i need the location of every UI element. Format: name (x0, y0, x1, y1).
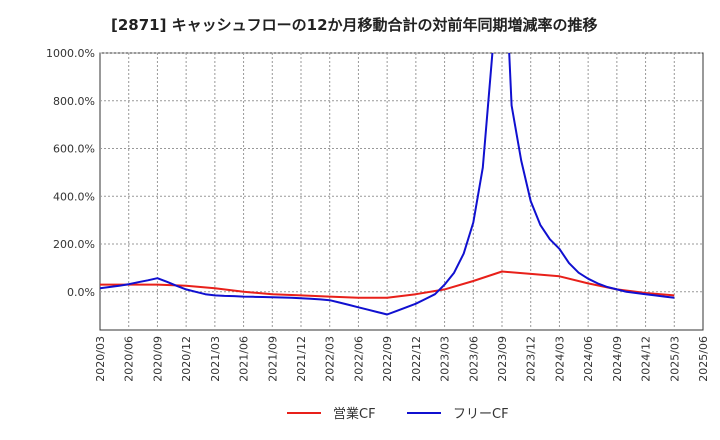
series-line-operating-cf (100, 270, 675, 299)
legend-label-free-cf: フリーCF (453, 407, 509, 422)
x-tick-label: 2021/06 (238, 336, 251, 382)
x-tick-label: 2024/12 (640, 336, 653, 382)
y-axis-tick-labels: 0.0% 200.0% 400.0% 600.0% 800.0% 1000.0% (46, 47, 95, 299)
series-layer (100, 53, 675, 316)
legend-label-operating-cf: 営業CF (333, 406, 376, 422)
x-tick-label: 2021/03 (209, 336, 222, 382)
series-line-free-cf (100, 53, 675, 316)
x-tick-label: 2021/12 (295, 336, 308, 382)
x-tick-label: 2023/06 (467, 336, 480, 382)
y-tick-label: 0.0% (67, 286, 95, 299)
x-tick-label: 2022/09 (381, 336, 394, 382)
legend: 営業CF フリーCF (287, 406, 509, 422)
x-tick-label: 2021/09 (266, 336, 279, 382)
y-gridlines (100, 52, 703, 293)
x-tick-label: 2025/03 (668, 336, 681, 382)
x-axis-tick-labels: 2020/03 2020/06 2020/09 2020/12 2021/03 2021/… (94, 336, 710, 382)
x-tick-label: 2022/06 (352, 336, 365, 382)
x-tick-label: 2024/06 (582, 336, 595, 382)
x-tick-label: 2023/09 (496, 336, 509, 382)
y-tick-label: 1000.0% (46, 47, 95, 60)
x-tick-label: 2024/03 (553, 336, 566, 382)
chart-title: [2871] キャッシュフローの12か月移動合計の対前年同期増減率の推移 (111, 16, 598, 34)
x-tick-label: 2020/12 (180, 336, 193, 382)
x-tick-label: 2020/03 (94, 336, 107, 382)
x-tick-label: 2022/03 (324, 336, 337, 382)
y-tick-label: 800.0% (53, 95, 95, 108)
x-tick-label: 2020/06 (123, 336, 136, 382)
y-tick-label: 600.0% (53, 143, 95, 156)
y-tick-label: 200.0% (53, 238, 95, 251)
x-tick-label: 2022/12 (410, 336, 423, 382)
x-tick-label: 2023/03 (439, 336, 452, 382)
x-tick-label: 2020/09 (151, 336, 164, 382)
y-tick-label: 400.0% (53, 190, 95, 203)
plot-area (99, 52, 704, 331)
x-tick-label: 2025/06 (697, 336, 710, 382)
x-tick-label: 2024/09 (611, 336, 624, 382)
x-tick-label: 2023/12 (525, 336, 538, 382)
